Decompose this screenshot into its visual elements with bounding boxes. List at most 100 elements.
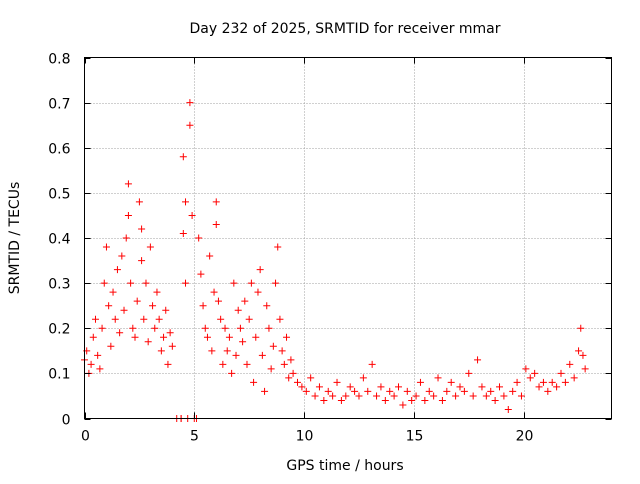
data-point	[504, 405, 512, 413]
data-point	[263, 302, 271, 310]
data-point	[544, 387, 552, 395]
data-point	[241, 297, 249, 305]
data-point	[324, 387, 332, 395]
data-point	[416, 378, 424, 386]
data-point	[239, 338, 247, 346]
data-point	[377, 383, 385, 391]
data-point	[329, 392, 337, 400]
data-point	[208, 347, 216, 355]
data-point	[561, 378, 569, 386]
data-point	[337, 396, 345, 404]
data-point	[105, 302, 113, 310]
data-point	[252, 333, 260, 341]
axis-ticks	[84, 57, 612, 420]
data-point	[346, 383, 354, 391]
data-point	[386, 387, 394, 395]
data-point	[223, 347, 231, 355]
data-point	[509, 387, 517, 395]
x-tick-label: 20	[516, 429, 534, 445]
data-point	[438, 396, 446, 404]
data-points	[81, 99, 589, 422]
data-point	[368, 360, 376, 368]
data-point	[311, 392, 319, 400]
data-point	[412, 392, 420, 400]
y-tick-label: 0.8	[48, 52, 70, 68]
data-point	[478, 383, 486, 391]
data-point	[265, 324, 273, 332]
data-point	[230, 279, 238, 287]
data-point	[283, 333, 291, 341]
data-point	[102, 243, 110, 251]
data-point	[124, 180, 132, 188]
data-point	[579, 351, 587, 359]
data-point	[109, 288, 117, 296]
data-point	[474, 356, 482, 364]
data-point	[182, 279, 190, 287]
grid	[84, 57, 612, 419]
data-point	[157, 347, 165, 355]
data-point	[298, 383, 306, 391]
data-point	[293, 378, 301, 386]
data-point	[364, 387, 372, 395]
data-point	[425, 387, 433, 395]
data-point	[197, 270, 205, 278]
data-point	[149, 302, 157, 310]
data-point	[234, 306, 242, 314]
x-tick-labels: 0 5 10 15 20	[81, 429, 533, 445]
data-point	[186, 121, 194, 129]
data-point	[269, 342, 277, 350]
data-point	[278, 347, 286, 355]
data-point	[496, 383, 504, 391]
data-point	[122, 234, 130, 242]
data-point	[302, 387, 310, 395]
data-point	[285, 374, 293, 382]
data-point	[135, 198, 143, 206]
data-point	[212, 220, 220, 228]
data-point	[245, 315, 253, 323]
data-point	[557, 369, 565, 377]
data-point	[535, 383, 543, 391]
data-point	[116, 329, 124, 337]
data-point	[144, 338, 152, 346]
x-tick-label: 10	[296, 429, 314, 445]
data-point	[513, 378, 521, 386]
data-point	[168, 342, 176, 350]
data-point	[469, 392, 477, 400]
x-axis-title: GPS time / hours	[286, 458, 403, 474]
data-point	[272, 279, 280, 287]
data-point	[491, 396, 499, 404]
data-point	[124, 211, 132, 219]
data-point	[447, 378, 455, 386]
data-point	[133, 297, 141, 305]
data-point	[182, 198, 190, 206]
data-point	[258, 351, 266, 359]
data-point	[443, 387, 451, 395]
data-point	[287, 356, 295, 364]
data-point	[155, 315, 163, 323]
data-point	[522, 365, 530, 373]
data-point	[359, 374, 367, 382]
data-point	[201, 324, 209, 332]
data-point	[254, 288, 262, 296]
data-point	[160, 333, 168, 341]
data-point	[465, 369, 473, 377]
data-point	[333, 378, 341, 386]
data-point	[138, 225, 146, 233]
data-point	[342, 392, 350, 400]
data-point	[575, 347, 583, 355]
y-tick-label: 0	[62, 413, 71, 429]
data-point	[566, 360, 574, 368]
data-point	[217, 315, 225, 323]
y-tick-label: 0.4	[48, 232, 70, 248]
data-point	[243, 360, 251, 368]
y-tick-label: 0.5	[48, 187, 70, 203]
data-point	[531, 369, 539, 377]
data-point	[456, 383, 464, 391]
data-point	[261, 387, 269, 395]
data-point	[120, 306, 128, 314]
data-point	[146, 243, 154, 251]
data-point	[452, 392, 460, 400]
data-point	[430, 392, 438, 400]
data-point	[186, 99, 194, 107]
